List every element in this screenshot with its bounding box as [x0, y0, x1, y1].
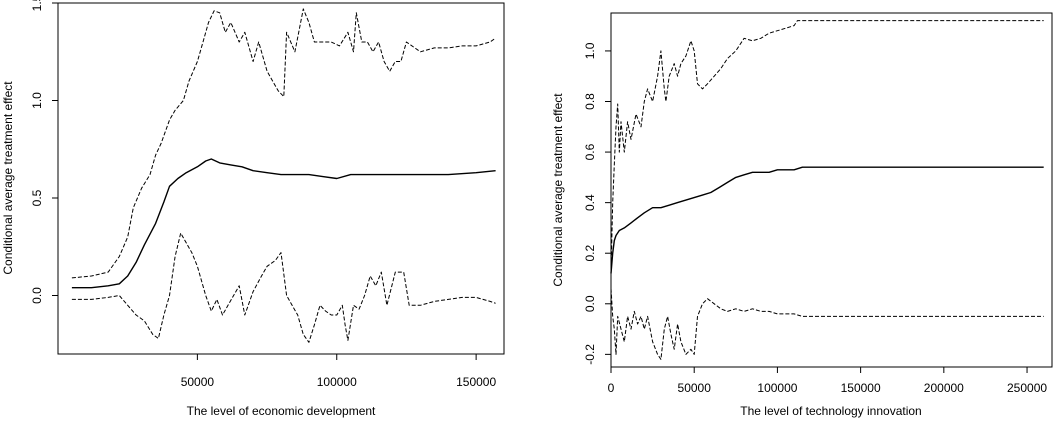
right-x-tick-label: 100000 [757, 381, 797, 395]
left-series-layer [71, 8, 496, 343]
right-y-tick-label: 0.2 [583, 245, 597, 262]
left-x-tick-label: 100000 [317, 375, 357, 389]
right-x-tick-label: 250000 [1007, 381, 1047, 395]
right-series-layer [610, 20, 1044, 360]
left-ticks-layer: 50000 100000 150000 0.0 0.5 1.0 1.5 [30, 0, 496, 389]
left-chart-panel: 50000 100000 150000 0.0 0.5 1.0 1.5 The level … [1, 0, 505, 418]
left-y-tick-label: 0.0 [30, 287, 44, 304]
right-plot-frame [610, 12, 1053, 368]
right-y-axis-label: Conditional average treatment effect [551, 93, 565, 287]
right-y-tick-label: 0.0 [583, 295, 597, 312]
right-x-tick-label: 150000 [841, 381, 881, 395]
right-estimate-line [610, 166, 1044, 274]
right-y-tick-label: -0.2 [583, 344, 597, 365]
left-y-tick-label: 1.0 [30, 92, 44, 109]
right-upper-line [610, 20, 1044, 274]
right-ticks-layer: 0 50000 100000 150000 200000 250000 -0.2 0.0 0.2… [583, 42, 1047, 395]
right-y-tick-label: 0.8 [583, 93, 597, 110]
right-x-axis-label: The level of technology innovation [740, 404, 921, 418]
left-y-tick-label: 0.5 [30, 189, 44, 206]
left-estimate-line [71, 158, 496, 289]
left-x-tick-label: 50000 [181, 375, 215, 389]
left-y-tick-label: 1.5 [30, 0, 44, 11]
right-x-tick-label: 50000 [678, 381, 712, 395]
left-y-axis-label: Conditional average treatment effect [1, 81, 15, 275]
right-y-tick-label: 1.0 [583, 42, 597, 59]
left-x-tick-label: 150000 [456, 375, 496, 389]
right-x-tick-label: 200000 [924, 381, 964, 395]
right-y-tick-label: 0.6 [583, 143, 597, 160]
right-x-tick-label: 0 [608, 381, 615, 395]
left-x-axis-label: The level of economic development [187, 404, 376, 418]
right-chart-panel: 0 50000 100000 150000 200000 250000 -0.2 0.0 0.2… [551, 12, 1053, 418]
left-plot-frame [57, 2, 505, 355]
right-y-tick-label: 0.4 [583, 194, 597, 211]
left-lower-line [71, 232, 496, 343]
right-lower-line [610, 288, 1044, 360]
left-upper-line [71, 8, 496, 279]
